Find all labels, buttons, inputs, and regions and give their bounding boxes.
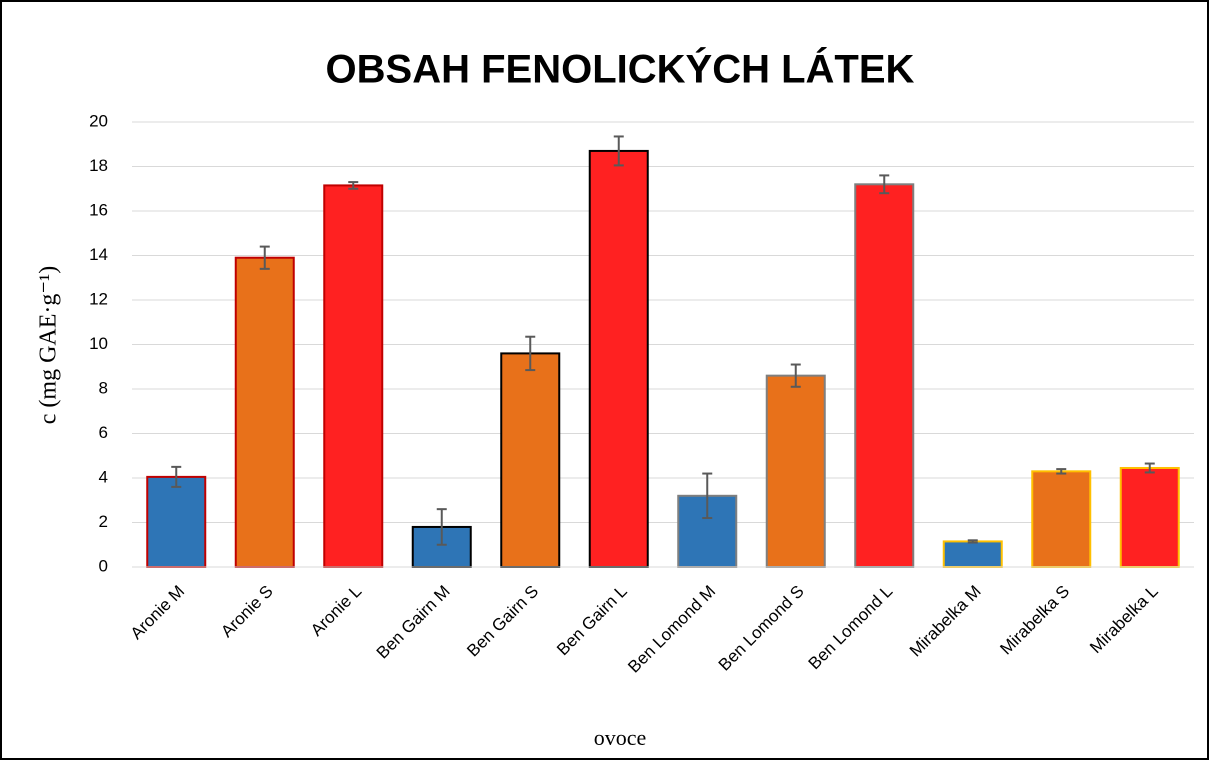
y-tick-label: 20 — [89, 111, 108, 130]
x-axis-title: ovoce — [594, 725, 647, 750]
error-bar — [879, 174, 890, 195]
y-tick-label: 8 — [99, 378, 108, 397]
bar — [854, 183, 915, 569]
error-bar — [348, 181, 359, 190]
error-bar — [790, 363, 801, 388]
error-bar — [525, 335, 536, 372]
y-tick-label: 10 — [89, 334, 108, 353]
chart-title: OBSAH FENOLICKÝCH LÁTEK — [326, 46, 915, 92]
error-bar — [702, 472, 713, 520]
bar — [146, 475, 207, 569]
bar — [323, 184, 384, 568]
y-tick-label: 2 — [99, 512, 108, 531]
error-bar — [436, 508, 447, 546]
error-bar — [1144, 462, 1155, 474]
bar — [942, 540, 1003, 568]
y-tick-label: 16 — [89, 200, 108, 219]
bar — [765, 374, 826, 568]
error-bar — [1056, 468, 1067, 475]
bar — [500, 352, 561, 568]
y-axis-title: c (mg GAE·g⁻¹) — [36, 266, 62, 424]
error-bar — [967, 539, 978, 544]
error-bar — [259, 245, 270, 270]
bar — [588, 149, 649, 569]
error-bar — [613, 135, 624, 167]
bar — [1031, 470, 1092, 569]
error-bar — [171, 465, 182, 488]
y-tick-label: 4 — [99, 467, 108, 486]
bar — [1119, 466, 1180, 568]
y-tick-label: 6 — [99, 423, 108, 442]
y-tick-label: 18 — [89, 156, 108, 175]
y-tick-label: 0 — [99, 556, 108, 575]
bar — [234, 256, 295, 568]
y-tick-label: 14 — [89, 245, 108, 264]
y-tick-label: 12 — [89, 289, 108, 308]
